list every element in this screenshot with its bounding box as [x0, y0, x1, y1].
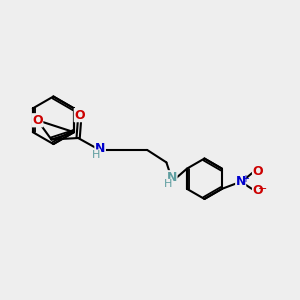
- Text: H: H: [92, 150, 101, 160]
- Text: O: O: [252, 164, 263, 178]
- Text: N: N: [167, 171, 177, 184]
- Text: +: +: [241, 174, 249, 184]
- Text: N: N: [95, 142, 105, 155]
- Text: −: −: [258, 184, 267, 194]
- Text: H: H: [164, 179, 172, 189]
- Text: O: O: [32, 114, 43, 127]
- Text: N: N: [236, 175, 246, 188]
- Text: O: O: [252, 184, 263, 197]
- Text: O: O: [74, 109, 85, 122]
